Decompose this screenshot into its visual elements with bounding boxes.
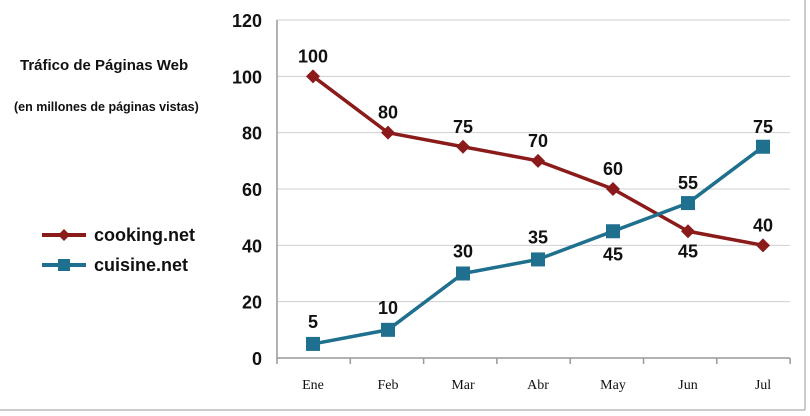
- series-0-point: [531, 153, 545, 168]
- x-tick-label: Mar: [451, 378, 475, 393]
- series-0-data-label: 60: [603, 159, 623, 179]
- series-1-point: [756, 139, 770, 154]
- series-1-data-label: 75: [753, 117, 773, 137]
- series-0-point: [381, 125, 395, 140]
- series-0-data-label: 100: [298, 46, 328, 66]
- series-1-point: [681, 196, 695, 211]
- y-tick-label: 60: [242, 180, 262, 200]
- series-0-data-label: 75: [453, 117, 473, 137]
- series-1-point: [606, 224, 620, 239]
- series-1-data-label: 30: [453, 242, 473, 262]
- x-tick-label: Ene: [302, 378, 324, 393]
- series-0-point: [681, 224, 695, 239]
- legend-swatch-cuisine: [42, 259, 86, 271]
- x-tick-label: Abr: [527, 378, 549, 393]
- series-1-data-label: 55: [678, 173, 698, 193]
- series-0-point: [606, 182, 620, 196]
- x-tick-label: Jun: [678, 378, 697, 393]
- x-tick-label: May: [600, 378, 626, 393]
- y-tick-label: 20: [242, 293, 262, 313]
- series-1-point: [381, 322, 395, 337]
- legend-item-cooking: cooking.net: [40, 220, 195, 250]
- series-0-data-label: 70: [528, 131, 548, 151]
- series-1-point: [531, 252, 545, 267]
- series-0-point: [456, 139, 470, 154]
- series-0-data-label: 45: [678, 241, 698, 261]
- series-0-data-label: 40: [753, 215, 773, 235]
- legend: cooking.net cuisine.net: [40, 220, 195, 280]
- series-0-point: [306, 69, 320, 84]
- series-1-data-label: 10: [378, 298, 398, 318]
- chart-subtitle: (en millones de páginas vistas): [14, 100, 199, 114]
- legend-label-cooking: cooking.net: [94, 224, 196, 245]
- series-0-point: [756, 238, 770, 253]
- legend-swatch-cooking: [42, 229, 86, 241]
- series-1-data-label: 5: [308, 312, 318, 332]
- series-1-data-label: 45: [603, 244, 623, 264]
- series-1-data-label: 35: [528, 227, 548, 247]
- series-0-data-label: 80: [378, 103, 398, 123]
- chart-title: Tráfico de Páginas Web: [20, 57, 189, 74]
- y-tick-label: 80: [242, 124, 262, 144]
- y-tick-label: 120: [232, 11, 262, 31]
- x-tick-label: Jul: [755, 378, 771, 393]
- legend-label-cuisine: cuisine.net: [94, 254, 189, 275]
- legend-item-cuisine: cuisine.net: [40, 250, 195, 280]
- series-1-point: [306, 336, 320, 351]
- y-tick-label: 0: [252, 349, 262, 369]
- y-tick-label: 100: [232, 67, 262, 87]
- x-tick-label: Feb: [378, 378, 399, 393]
- series-1-point: [456, 266, 470, 281]
- y-tick-label: 40: [242, 236, 262, 256]
